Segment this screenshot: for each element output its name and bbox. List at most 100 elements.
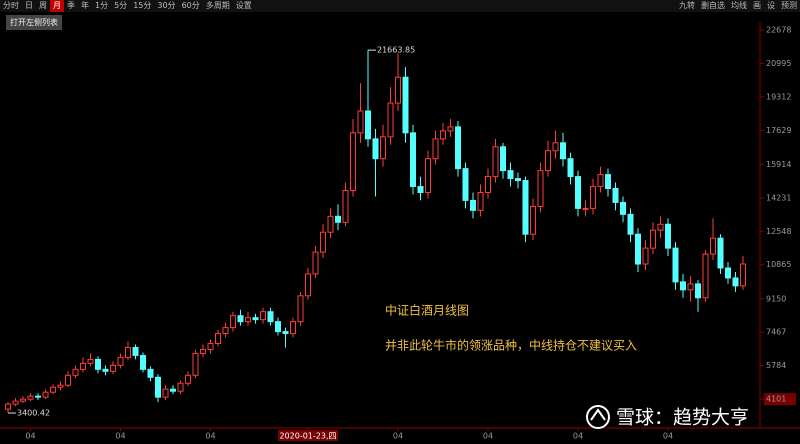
y-tick-label: 14231 (766, 193, 791, 202)
candle-body (672, 247, 679, 283)
candle-body (132, 346, 139, 356)
candle-body (455, 126, 461, 170)
candle-body (530, 205, 536, 235)
toolbar-button[interactable]: 均线 (731, 1, 747, 10)
toolbar-button[interactable]: 5分 (114, 1, 128, 10)
candle-body (432, 138, 439, 160)
toolbar-button[interactable]: 季 (67, 1, 75, 10)
watermark: 雪球：趋势大亨 (616, 407, 749, 429)
toolbar-button[interactable]: 15分 (133, 1, 152, 10)
candle-body (342, 189, 349, 223)
x-tick-label: 04 (205, 432, 215, 441)
toolbar-button[interactable]: 预测 (781, 1, 797, 10)
y-tick-label: 20995 (766, 59, 791, 68)
toolbar-button[interactable]: 九转 (679, 1, 695, 10)
candle-body (470, 199, 476, 211)
candle-body (80, 362, 86, 370)
candle-body (507, 170, 514, 180)
toolbar-button[interactable]: 设 (767, 1, 775, 10)
toolbar-button[interactable]: 年 (81, 1, 89, 10)
candle-body (597, 174, 604, 188)
toolbar-button[interactable]: 多周期 (205, 1, 230, 10)
candle-body (462, 168, 469, 201)
candle-body (237, 315, 244, 323)
toolbar-button[interactable]: 月 (50, 0, 64, 12)
low-label: 3400.42 (17, 409, 50, 418)
x-tick-label: 04 (573, 432, 583, 441)
candle-body (372, 138, 379, 160)
candle-body (500, 146, 506, 172)
candle-body (515, 178, 521, 182)
candle-body (312, 251, 319, 275)
x-tick-label: 04 (483, 432, 493, 441)
candle-body (425, 158, 431, 193)
toolbar-button[interactable]: 30分 (157, 1, 176, 10)
y-tick-label: 4101 (766, 395, 786, 404)
candle-body (560, 142, 566, 160)
watermark-logo (586, 405, 610, 429)
candle-body (552, 142, 559, 152)
candle-body (290, 321, 296, 335)
toolbar-button[interactable]: 60分 (181, 1, 200, 10)
candle-body (365, 110, 371, 140)
candle-body (537, 170, 544, 207)
candle-body (402, 76, 409, 134)
candle-body (162, 388, 169, 398)
candle-body (177, 382, 184, 392)
candle-body (575, 176, 581, 209)
candle-body (170, 388, 176, 392)
candle-body (185, 374, 191, 384)
candle-body (260, 311, 266, 321)
candle-body (230, 315, 236, 329)
candle-body (57, 384, 64, 388)
candle-body (12, 400, 19, 405)
candle-body (522, 180, 529, 235)
candle-body (117, 356, 124, 366)
candle-body (5, 403, 11, 410)
y-tick-label: 19312 (766, 92, 791, 101)
y-tick-label: 9150 (766, 294, 786, 303)
candle-body (740, 263, 746, 287)
toolbar-button[interactable]: 画 (753, 1, 761, 10)
candle-body (710, 237, 716, 255)
candle-body (20, 398, 26, 402)
x-tick-label: 04 (393, 432, 403, 441)
candle-body (687, 283, 694, 291)
candle-body (642, 247, 649, 265)
tooltip: 打开左侧列表 (6, 15, 62, 30)
toolbar-button[interactable]: 设置 (235, 1, 252, 10)
candle-body (605, 174, 611, 190)
toolbar: 分时日周月季年 1分 5分 15分 30分 60分 多周期 设置 九转 删自选 均线画设预测 (0, 0, 800, 12)
candle-body (627, 213, 634, 235)
candle-body (657, 223, 664, 231)
candle-body (42, 391, 49, 398)
candle-body (395, 76, 401, 104)
toolbar-button[interactable]: 1分 (95, 1, 109, 10)
candle-body (192, 352, 199, 376)
toolbar-button[interactable]: 周 (39, 1, 47, 10)
tick-highlight (278, 430, 338, 441)
chart-title: 中证白酒月线图 (385, 303, 469, 318)
high-label: 21663.85 (377, 46, 415, 55)
candle-body (612, 188, 619, 203)
y-tick-label: 12548 (766, 227, 791, 236)
candle-body (297, 295, 304, 323)
candle-body (252, 317, 259, 321)
candle-body (222, 327, 229, 335)
candle-body (492, 146, 499, 178)
candle-body (590, 186, 596, 209)
candle-body (545, 150, 551, 172)
candle-body (282, 331, 289, 335)
toolbar-button[interactable]: 分时 (3, 1, 19, 10)
candle-body (335, 215, 341, 223)
candle-body (702, 253, 709, 299)
toolbar-button[interactable]: 删自选 (701, 1, 725, 10)
toolbar-button[interactable]: 日 (25, 1, 33, 10)
y-tick-label: 7467 (766, 328, 786, 337)
candle-body (155, 376, 161, 398)
candle-body (72, 368, 79, 376)
candle-body (350, 132, 356, 191)
candle-body (440, 130, 446, 140)
